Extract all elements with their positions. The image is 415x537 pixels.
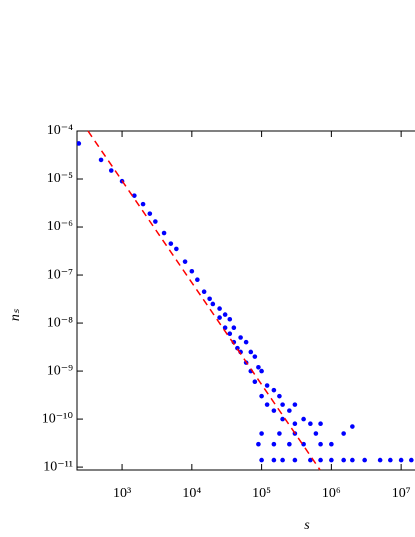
points bbox=[77, 141, 414, 463]
point bbox=[264, 402, 270, 407]
point bbox=[308, 457, 313, 463]
point bbox=[350, 457, 355, 463]
point bbox=[277, 431, 282, 436]
point bbox=[280, 457, 285, 463]
point bbox=[341, 457, 346, 463]
point bbox=[98, 157, 104, 163]
point bbox=[195, 277, 200, 282]
point bbox=[210, 301, 216, 307]
y-tick-label: 10⁻⁷ bbox=[47, 267, 73, 282]
point bbox=[329, 457, 334, 463]
point bbox=[388, 457, 393, 463]
point bbox=[292, 457, 298, 463]
point bbox=[259, 431, 264, 436]
point bbox=[256, 364, 261, 370]
y-axis-label: nₛ bbox=[8, 308, 23, 321]
point bbox=[235, 345, 240, 351]
point bbox=[174, 246, 179, 252]
plot-frame bbox=[76, 130, 415, 471]
x-axis-label: s bbox=[304, 518, 310, 533]
point bbox=[189, 268, 195, 274]
y-tick-label: 10⁻⁵ bbox=[47, 171, 73, 186]
point bbox=[308, 421, 313, 427]
point bbox=[398, 457, 404, 463]
point bbox=[362, 457, 367, 463]
x-tick-label: 10³ bbox=[113, 486, 131, 501]
x-tick-label: 10⁵ bbox=[252, 486, 271, 501]
point bbox=[168, 241, 174, 246]
point bbox=[318, 441, 323, 447]
point bbox=[207, 296, 212, 302]
x-tick-label: 10⁷ bbox=[392, 486, 411, 501]
point bbox=[217, 306, 222, 311]
fit-line bbox=[87, 130, 321, 471]
point bbox=[222, 312, 228, 317]
point bbox=[252, 354, 258, 359]
point bbox=[271, 408, 277, 413]
point bbox=[409, 457, 414, 463]
point bbox=[318, 457, 323, 463]
point bbox=[227, 316, 233, 322]
point bbox=[147, 211, 153, 216]
point bbox=[301, 416, 306, 422]
point bbox=[77, 141, 82, 146]
point bbox=[329, 441, 334, 447]
y-tick-label: 10⁻⁸ bbox=[47, 315, 73, 330]
point bbox=[271, 457, 277, 463]
point bbox=[264, 383, 270, 388]
y-tick-label: 10⁻⁶ bbox=[47, 219, 73, 234]
point bbox=[277, 393, 282, 399]
point bbox=[153, 219, 158, 224]
point bbox=[318, 421, 323, 427]
point bbox=[231, 325, 237, 331]
point bbox=[243, 339, 249, 345]
point bbox=[287, 408, 292, 413]
y-tick-label: 10⁻¹¹ bbox=[43, 459, 73, 474]
point bbox=[132, 193, 137, 198]
point bbox=[161, 230, 167, 236]
point bbox=[248, 349, 254, 355]
point bbox=[256, 441, 261, 447]
point bbox=[280, 416, 285, 422]
point bbox=[271, 441, 277, 447]
point bbox=[287, 441, 292, 447]
x-tick-label: 10⁴ bbox=[182, 486, 201, 501]
point bbox=[292, 402, 298, 407]
point bbox=[313, 431, 319, 436]
point bbox=[259, 393, 264, 399]
point bbox=[377, 457, 383, 463]
point bbox=[252, 379, 258, 385]
point bbox=[182, 259, 188, 264]
point bbox=[341, 431, 346, 436]
point bbox=[238, 335, 243, 340]
point bbox=[350, 424, 355, 429]
point bbox=[259, 457, 264, 463]
point bbox=[280, 402, 285, 407]
point bbox=[201, 289, 207, 294]
point bbox=[227, 331, 233, 337]
x-tick-label: 10⁶ bbox=[322, 486, 341, 501]
point bbox=[108, 168, 114, 173]
point bbox=[140, 201, 146, 207]
point bbox=[217, 315, 222, 320]
point bbox=[271, 387, 277, 393]
y-tick-label: 10⁻⁹ bbox=[47, 363, 73, 378]
y-tick-label: 10⁻¹⁰ bbox=[42, 411, 74, 426]
point bbox=[292, 421, 298, 427]
y-tick-label: 10⁻⁴ bbox=[47, 123, 73, 138]
point bbox=[259, 368, 264, 374]
